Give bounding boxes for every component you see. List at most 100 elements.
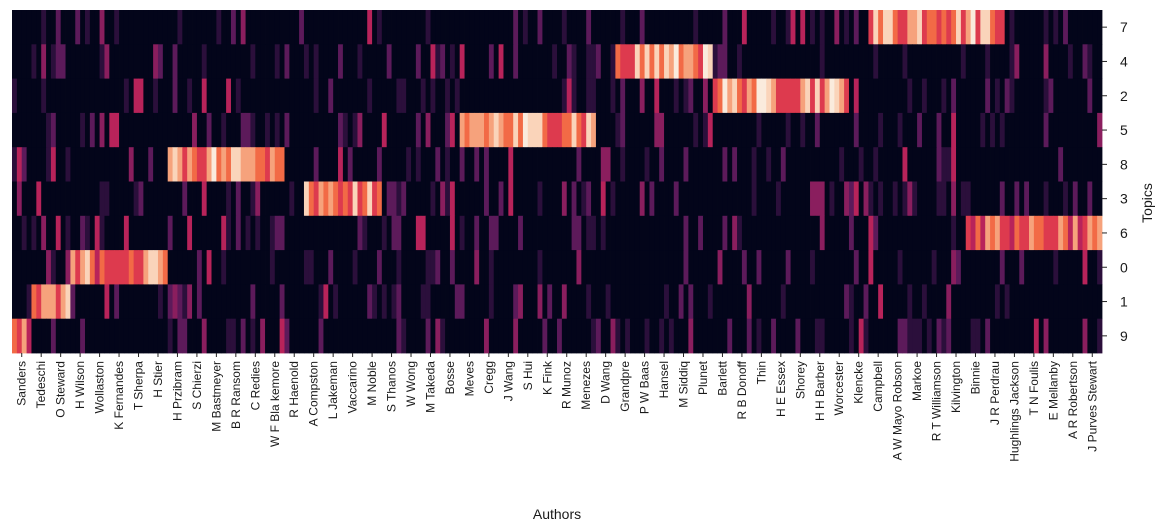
heatmap-cell — [1072, 250, 1079, 285]
heatmap-cell — [1077, 250, 1083, 285]
heatmap-cell — [376, 181, 383, 217]
heatmap-cell — [250, 215, 256, 251]
heatmap-cell — [975, 10, 981, 45]
heatmap-cell — [284, 181, 290, 217]
heatmap-cell — [1063, 112, 1069, 148]
heatmap-cell — [902, 250, 908, 285]
heatmap-cell — [907, 44, 913, 79]
heatmap-cell — [318, 147, 324, 182]
heatmap-cell — [196, 112, 203, 148]
heatmap-cell — [557, 181, 563, 217]
heatmap-cell — [406, 250, 412, 285]
heatmap-cell — [766, 44, 772, 79]
heatmap-cell — [785, 250, 791, 285]
heatmap-cell — [192, 181, 198, 217]
heatmap-cell — [586, 10, 592, 45]
heatmap-cell — [683, 215, 689, 251]
heatmap-cell — [722, 284, 728, 320]
heatmap-cell — [123, 284, 130, 320]
heatmap-cell — [1058, 10, 1064, 45]
heatmap-cell — [542, 250, 548, 285]
heatmap-cell — [226, 181, 232, 217]
heatmap-cell — [897, 78, 903, 114]
heatmap-cell — [1004, 318, 1010, 354]
heatmap-cell — [897, 284, 903, 320]
heatmap-cell — [522, 181, 529, 217]
heatmap-cell — [547, 181, 553, 217]
heatmap-cell — [1033, 181, 1040, 217]
heatmap-cell — [269, 44, 276, 79]
heatmap-cell — [1072, 10, 1079, 45]
heatmap-cell — [571, 10, 577, 45]
heatmap-cell — [240, 44, 246, 79]
heatmap-cell — [123, 215, 130, 251]
heatmap-cell — [406, 318, 412, 354]
y-tick-label: 9 — [1120, 328, 1128, 344]
heatmap-cell — [386, 318, 392, 354]
heatmap-cell — [435, 250, 441, 285]
heatmap-cell — [756, 44, 762, 79]
heatmap-cell — [552, 112, 558, 148]
heatmap-cell — [143, 284, 149, 320]
heatmap-cell — [576, 112, 582, 148]
heatmap-cell — [814, 147, 821, 182]
heatmap-cell — [469, 10, 475, 45]
heatmap-cell — [771, 318, 777, 354]
heatmap-cell — [391, 318, 397, 354]
heatmap-cell — [712, 181, 718, 217]
heatmap-cell — [240, 250, 246, 285]
heatmap-cell — [921, 215, 928, 251]
heatmap-cell — [1014, 318, 1020, 354]
heatmap-cell — [240, 181, 246, 217]
heatmap-cell — [649, 181, 655, 217]
heatmap-cell — [1092, 78, 1098, 114]
heatmap-cell — [902, 147, 908, 182]
heatmap-cell — [182, 181, 188, 217]
heatmap-cell — [839, 318, 845, 354]
heatmap-cell — [829, 147, 835, 182]
heatmap-cell — [250, 250, 256, 285]
heatmap-cell — [980, 112, 986, 148]
heatmap-cell — [707, 112, 714, 148]
heatmap-cell — [936, 10, 942, 45]
heatmap-cell — [245, 112, 251, 148]
heatmap-cell — [522, 78, 529, 114]
heatmap-cell — [167, 181, 173, 217]
heatmap-cell — [265, 318, 271, 354]
heatmap-cell — [75, 44, 81, 79]
x-tick-label: Binnie — [968, 361, 982, 395]
heatmap-cell — [1097, 181, 1103, 217]
heatmap-cell — [508, 318, 514, 354]
heatmap-cell — [970, 215, 976, 251]
heatmap-cell — [1014, 78, 1020, 114]
heatmap-cell — [994, 147, 1001, 182]
heatmap-cell — [333, 250, 339, 285]
heatmap-cell — [561, 250, 568, 285]
heatmap-cell — [454, 318, 461, 354]
heatmap-cell — [338, 78, 344, 114]
heatmap-cell — [975, 44, 981, 79]
heatmap-cell — [46, 284, 52, 320]
heatmap-cell — [41, 318, 47, 354]
heatmap-cell — [1048, 147, 1054, 182]
heatmap-cell — [1063, 284, 1069, 320]
heatmap-cell — [367, 250, 373, 285]
heatmap-cell — [936, 318, 942, 354]
heatmap-cell — [985, 44, 991, 79]
heatmap-cell — [610, 44, 616, 79]
heatmap-cell — [1092, 147, 1098, 182]
heatmap-cell — [474, 181, 480, 217]
heatmap-cell — [245, 147, 251, 182]
heatmap-cell — [80, 181, 86, 217]
heatmap-cell — [245, 318, 251, 354]
heatmap-cell — [873, 10, 879, 45]
heatmap-cell — [999, 250, 1006, 285]
heatmap-cell — [352, 147, 358, 182]
heatmap-cell — [892, 318, 899, 354]
heatmap-cell — [114, 284, 120, 320]
heatmap-cell — [527, 318, 534, 354]
heatmap-cell — [318, 10, 324, 45]
heatmap-cell — [737, 78, 743, 114]
x-tick-label: R B Donoff — [735, 360, 749, 419]
heatmap-cell — [303, 10, 310, 45]
